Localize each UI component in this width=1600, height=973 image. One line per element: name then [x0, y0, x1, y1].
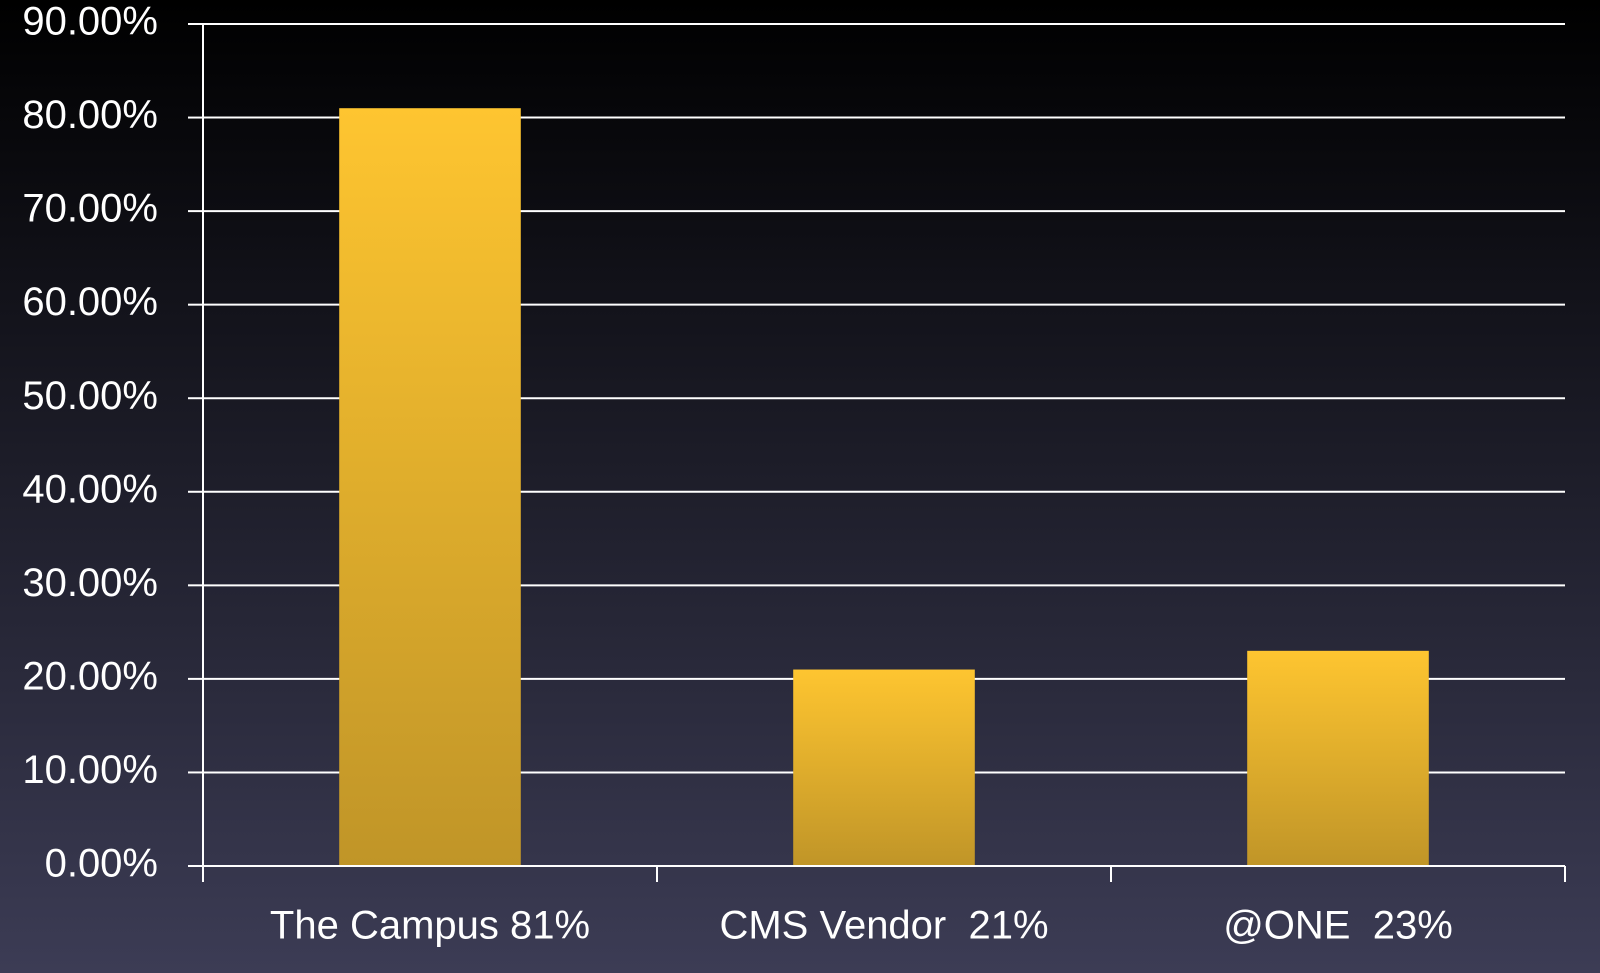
- y-tick-label: 30.00%: [22, 561, 158, 605]
- y-tick-label: 90.00%: [22, 0, 158, 44]
- y-tick-label: 10.00%: [22, 748, 158, 792]
- bar: [1247, 650, 1429, 866]
- y-tick-label: 50.00%: [22, 374, 158, 418]
- y-tick-label: 40.00%: [22, 467, 158, 511]
- x-tick-label: CMS Vendor 21%: [719, 904, 1048, 948]
- x-tick-label: The Campus 81%: [270, 904, 590, 948]
- bar: [339, 108, 521, 866]
- y-tick-label: 0.00%: [45, 842, 158, 886]
- y-tick-label: 60.00%: [22, 280, 158, 324]
- bar: [793, 669, 975, 866]
- y-tick-label: 70.00%: [22, 187, 158, 231]
- y-tick-label: 20.00%: [22, 654, 158, 698]
- x-tick-label: @ONE 23%: [1223, 904, 1453, 948]
- y-tick-label: 80.00%: [22, 93, 158, 137]
